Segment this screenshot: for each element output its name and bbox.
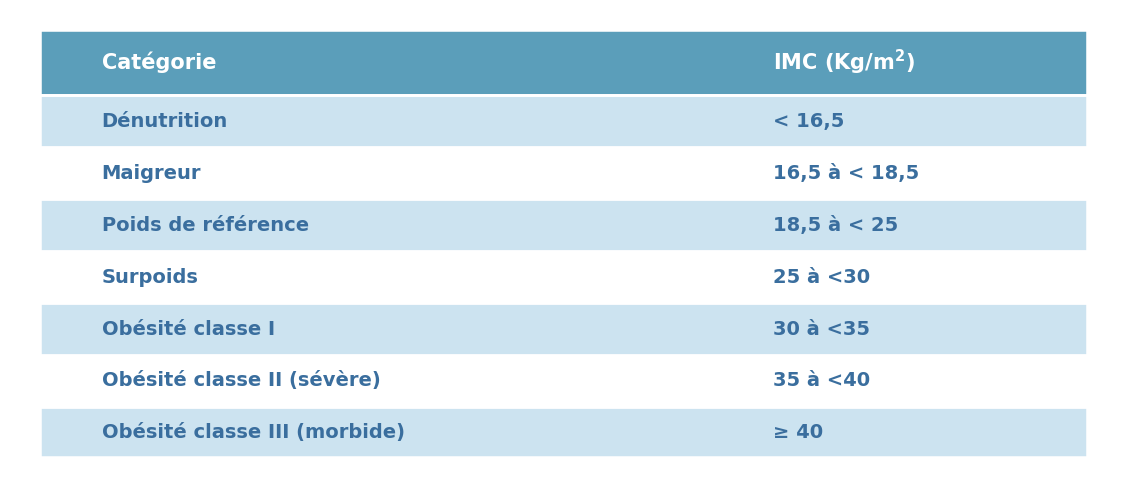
- Text: ≥ 40: ≥ 40: [773, 424, 822, 443]
- Bar: [39, 251, 1089, 303]
- Bar: [39, 96, 1089, 147]
- Text: Catégorie: Catégorie: [102, 51, 217, 73]
- Text: 35 à <40: 35 à <40: [773, 371, 870, 391]
- Bar: [39, 147, 1089, 199]
- Text: Obésité classe II (sévère): Obésité classe II (sévère): [102, 371, 380, 391]
- Bar: [39, 407, 1089, 459]
- Text: 18,5 à < 25: 18,5 à < 25: [773, 216, 898, 235]
- Text: Poids de référence: Poids de référence: [102, 216, 309, 235]
- Bar: [39, 303, 1089, 355]
- Text: < 16,5: < 16,5: [773, 112, 844, 131]
- Text: 16,5 à < 18,5: 16,5 à < 18,5: [773, 164, 919, 183]
- Text: Obésité classe I: Obésité classe I: [102, 320, 274, 338]
- Text: Surpoids: Surpoids: [102, 268, 199, 287]
- Text: 25 à <30: 25 à <30: [773, 268, 870, 287]
- Text: Dénutrition: Dénutrition: [102, 112, 228, 131]
- Bar: [39, 199, 1089, 251]
- Text: Obésité classe III (morbide): Obésité classe III (morbide): [102, 424, 405, 443]
- Bar: [39, 355, 1089, 407]
- Bar: [39, 29, 1089, 459]
- Text: Maigreur: Maigreur: [102, 164, 201, 183]
- Bar: [39, 29, 1089, 96]
- Text: IMC (Kg/m$^{\mathbf{2}}$): IMC (Kg/m$^{\mathbf{2}}$): [773, 47, 915, 76]
- Text: 30 à <35: 30 à <35: [773, 320, 870, 338]
